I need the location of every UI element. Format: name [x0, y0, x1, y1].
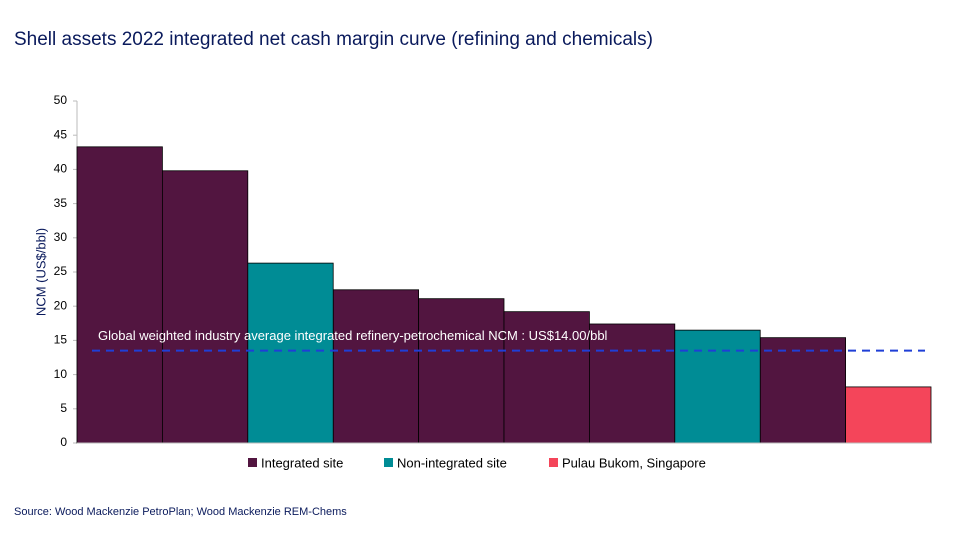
y-tick-label: 50	[54, 93, 68, 107]
bar	[589, 323, 676, 444]
y-tick-label: 25	[54, 264, 68, 278]
chart-title: Shell assets 2022 integrated net cash ma…	[14, 29, 653, 50]
legend-swatch	[384, 458, 393, 467]
y-tick-label: 30	[54, 230, 68, 244]
y-tick-label: 0	[60, 435, 67, 449]
y-tick-label: 35	[54, 196, 68, 210]
y-tick-label: 5	[60, 401, 67, 415]
y-tick-label: 45	[54, 127, 68, 141]
legend-label: Integrated site	[261, 455, 343, 470]
source-note: Source: Wood Mackenzie PetroPlan; Wood M…	[14, 506, 347, 518]
y-axis-label: NCM (US$/bbl)	[33, 228, 48, 316]
bar	[503, 311, 590, 444]
legend-label: Pulau Bukom, Singapore	[562, 455, 706, 470]
y-tick-label: 20	[54, 298, 68, 312]
reference-label: Global weighted industry average integra…	[98, 328, 608, 343]
bar	[161, 170, 249, 444]
bar	[674, 329, 761, 444]
bar	[247, 262, 334, 444]
bar	[845, 386, 932, 444]
legend-label: Non-integrated site	[397, 455, 507, 470]
y-tick-label: 40	[54, 162, 68, 176]
bar	[332, 289, 420, 444]
legend-swatch	[549, 458, 558, 467]
y-tick-label: 15	[54, 333, 68, 347]
bar	[759, 337, 847, 444]
bar	[76, 146, 163, 444]
bar	[418, 298, 505, 444]
y-tick-label: 10	[54, 367, 68, 381]
legend-swatch	[248, 458, 257, 467]
